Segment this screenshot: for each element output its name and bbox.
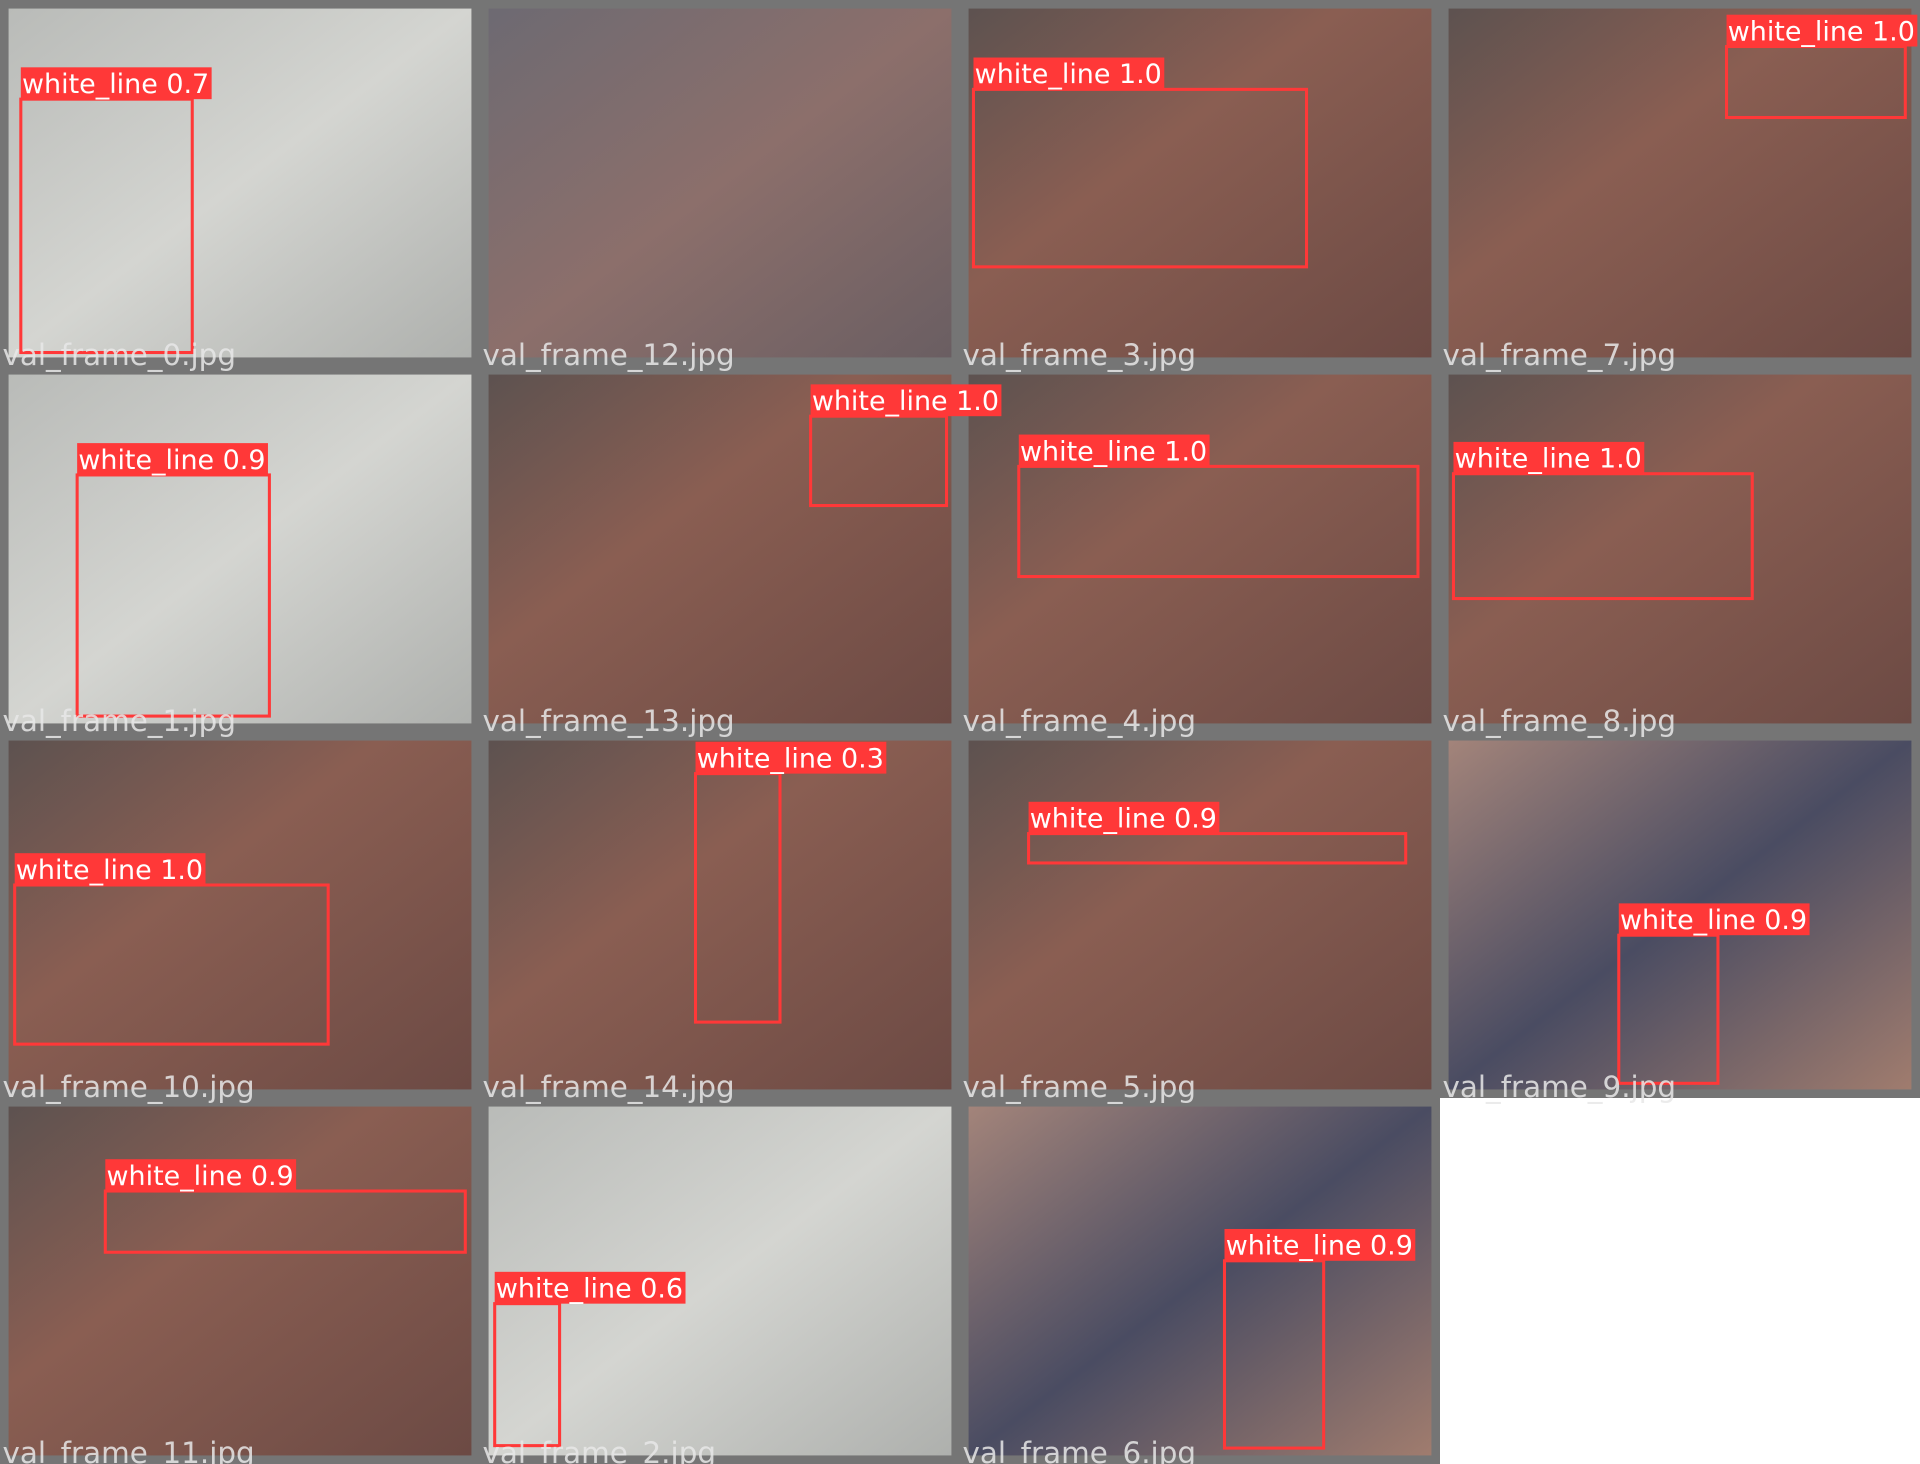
label-background (1618, 903, 1810, 936)
photo (8, 8, 472, 358)
label-background (1224, 1228, 1416, 1261)
filename: val_frame_4.jpg (962, 704, 1196, 738)
filename: val_frame_0.jpg (2, 338, 236, 372)
label-background (1726, 14, 1918, 47)
filename: val_frame_11.jpg (2, 1436, 254, 1464)
photo (8, 1106, 472, 1456)
detection-label: white_line 0.9 (1620, 905, 1807, 936)
label-background (1018, 434, 1210, 467)
filename: val_frame_8.jpg (1442, 704, 1676, 738)
detection-label: white_line 1.0 (1728, 16, 1915, 47)
detection-label: white_line 1.0 (16, 855, 203, 886)
detection-label: white_line 0.9 (107, 1161, 294, 1192)
filename: val_frame_14.jpg (482, 1070, 734, 1104)
detection-label: white_line 0.6 (496, 1274, 683, 1305)
photo (968, 1106, 1432, 1456)
label-background (1028, 801, 1220, 834)
label-background (695, 741, 887, 774)
detection-label: white_line 0.3 (697, 744, 884, 775)
photo (8, 740, 472, 1090)
detection-label: white_line 0.7 (22, 69, 209, 100)
filename: val_frame_5.jpg (962, 1070, 1196, 1104)
photo (968, 374, 1432, 724)
photo (488, 740, 952, 1090)
filename: val_frame_9.jpg (1442, 1070, 1676, 1104)
label-background (973, 57, 1165, 90)
filename: val_frame_3.jpg (962, 338, 1196, 372)
photo (488, 8, 952, 358)
filename: val_frame_12.jpg (482, 338, 734, 372)
detection-box (103, 1189, 467, 1254)
detection-label: white_line 0.9 (78, 445, 265, 476)
filename: val_frame_6.jpg (962, 1436, 1196, 1464)
detection-label: white_line 1.0 (975, 59, 1162, 90)
filename: val_frame_2.jpg (482, 1436, 716, 1464)
detection-label: white_line 1.0 (812, 386, 999, 417)
filename: val_frame_13.jpg (482, 704, 734, 738)
detection-label: white_line 1.0 (1020, 436, 1207, 467)
filename: val_frame_10.jpg (2, 1070, 254, 1104)
photo (8, 374, 472, 724)
detection-label: white_line 0.9 (1226, 1231, 1413, 1262)
filename: val_frame_7.jpg (1442, 338, 1676, 372)
label-background (494, 1271, 686, 1304)
photo (1448, 374, 1912, 724)
label-background (20, 67, 212, 100)
label-background (14, 853, 206, 886)
photo (488, 374, 952, 724)
detection-box (1017, 464, 1420, 579)
photo (968, 740, 1432, 1090)
detection-label: white_line 1.0 (1455, 444, 1642, 475)
label-background (77, 443, 268, 475)
label-background (1453, 441, 1645, 474)
detection-label: white_line 0.9 (1030, 803, 1217, 834)
photo (1448, 8, 1912, 358)
label-background (810, 384, 1002, 417)
label-background (105, 1159, 297, 1192)
filename: val_frame_1.jpg (2, 704, 236, 738)
